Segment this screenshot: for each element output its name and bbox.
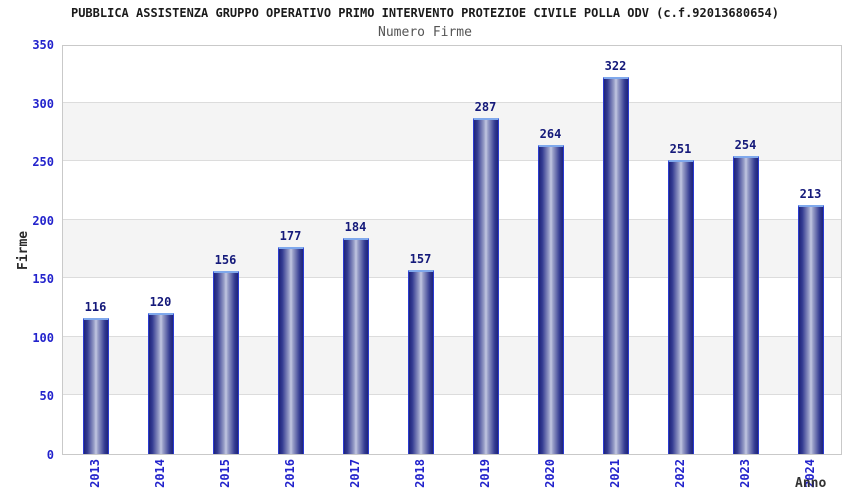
bar [602,76,629,454]
bar-value-label: 157 [409,252,432,267]
bar-slot: 322 [583,46,648,454]
bar [667,159,694,454]
gridline [63,277,841,279]
bar-slot: 156 [193,46,258,454]
bar-slot: 120 [128,46,193,454]
bar-value-label: 116 [84,300,107,315]
bar-value-label: 254 [734,138,757,153]
bar-value-label: 322 [604,58,627,73]
bar-value-label: 287 [474,99,497,114]
x-tick-label: 2016 [282,459,297,488]
bar-value-label: 213 [799,186,822,201]
bar-value-label: 177 [279,228,302,243]
gridline [63,218,841,220]
y-tick-label: 300 [32,96,54,111]
y-tick-label: 150 [32,272,54,287]
bar-slot: 287 [453,46,518,454]
bar-slot: 213 [778,46,843,454]
bar [277,246,304,454]
bar-slot: 177 [258,46,323,454]
x-tick-label: 2020 [542,459,557,488]
bar [147,313,174,454]
bar [212,271,239,454]
x-axis-label: Anno [795,476,827,491]
bar-slot: 251 [648,46,713,454]
y-tick-label: 100 [32,330,54,345]
x-tick-label: 2019 [477,459,492,488]
bar-slot: 116 [63,46,128,454]
bar [342,238,369,454]
gridline [63,101,841,103]
x-tick-label: 2021 [607,459,622,488]
bar-value-label: 264 [539,126,562,141]
bar-value-label: 251 [669,141,692,156]
gridline [63,160,841,162]
bar [732,156,759,454]
bar [407,270,434,454]
bar [537,144,564,454]
chart-subtitle: Numero Firme [378,25,472,40]
grid-band [63,336,841,396]
bar [472,117,499,454]
x-tick-label: 2013 [87,459,102,488]
x-tick-label: 2018 [412,459,427,488]
x-tick-label: 2014 [152,459,167,488]
x-tick-label: 2015 [217,459,232,488]
y-tick-label: 200 [32,213,54,228]
grid-band [63,219,841,279]
chart-title: PUBBLICA ASSISTENZA GRUPPO OPERATIVO PRI… [70,6,779,20]
gridline [63,335,841,337]
y-tick-label: 0 [46,448,54,462]
grid-band [63,102,841,162]
plot-area: 116 120 156 177 184 157 287 264 322 251 254 213 [62,45,842,455]
bar-value-label: 120 [149,295,172,310]
bar-value-label: 184 [344,220,367,235]
bar-slot: 184 [323,46,388,454]
bar-slot: 264 [518,46,583,454]
y-tick-label: 350 [32,38,54,52]
y-tick-label: 250 [32,155,54,170]
bar-slot: 157 [388,46,453,454]
x-tick-label: 2023 [737,459,752,488]
bar [82,318,109,454]
gridline [63,394,841,396]
x-tick-label: 2017 [347,459,362,488]
bar-slot: 254 [713,46,778,454]
y-tick-label: 50 [39,389,54,404]
bar-value-label: 156 [214,253,237,268]
x-tick-label: 2022 [672,459,687,488]
bar [797,204,824,454]
